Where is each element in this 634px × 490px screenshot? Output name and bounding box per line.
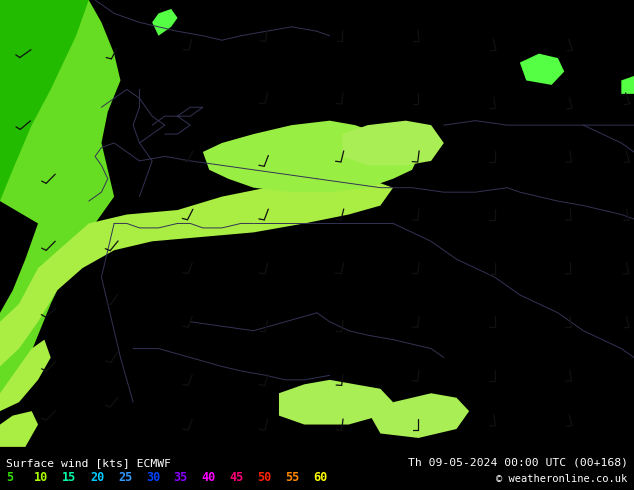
Text: Th 09-05-2024 00:00 UTC (00+168): Th 09-05-2024 00:00 UTC (00+168) xyxy=(408,458,628,467)
Text: 60: 60 xyxy=(313,470,327,484)
Polygon shape xyxy=(520,53,564,85)
Polygon shape xyxy=(0,174,393,367)
Polygon shape xyxy=(621,76,634,94)
Polygon shape xyxy=(342,121,444,165)
Text: 35: 35 xyxy=(174,470,188,484)
Polygon shape xyxy=(0,411,38,447)
Polygon shape xyxy=(368,393,469,438)
Polygon shape xyxy=(0,0,89,201)
Text: 50: 50 xyxy=(257,470,271,484)
Text: 30: 30 xyxy=(146,470,160,484)
Text: 25: 25 xyxy=(118,470,132,484)
Text: 5: 5 xyxy=(6,470,13,484)
Text: 20: 20 xyxy=(90,470,104,484)
Text: 55: 55 xyxy=(285,470,299,484)
Polygon shape xyxy=(0,340,51,411)
Polygon shape xyxy=(0,0,120,411)
Polygon shape xyxy=(203,121,418,192)
Polygon shape xyxy=(279,380,393,424)
Text: 45: 45 xyxy=(230,470,243,484)
Text: 10: 10 xyxy=(34,470,48,484)
Text: 15: 15 xyxy=(62,470,76,484)
Text: Surface wind [kts] ECMWF: Surface wind [kts] ECMWF xyxy=(6,458,171,467)
Polygon shape xyxy=(152,9,178,36)
Text: © weatheronline.co.uk: © weatheronline.co.uk xyxy=(496,473,628,484)
Text: 40: 40 xyxy=(202,470,216,484)
